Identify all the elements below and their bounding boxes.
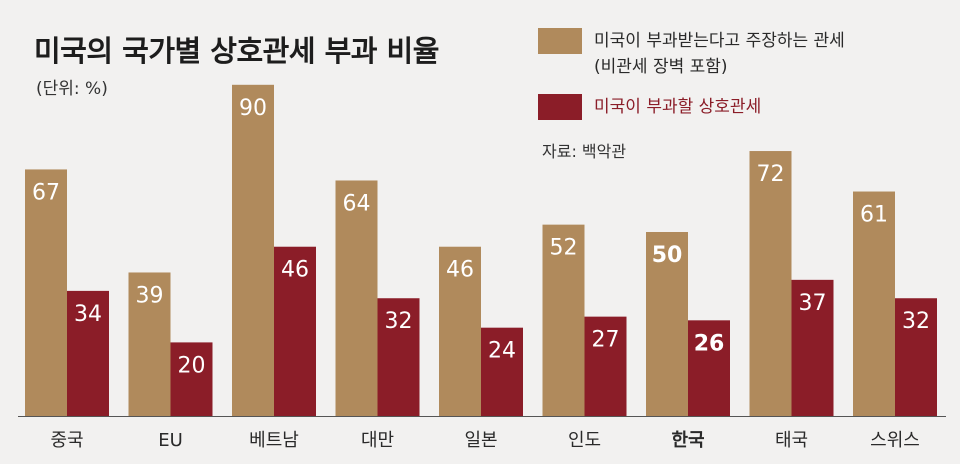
bar-claimed-tariff-4 [439,246,481,416]
legend-label-claimed-tariff: 미국이 부과받는다고 주장하는 관세 [594,31,845,51]
bar-claimed-tariff-2 [232,84,274,417]
bar-claimed-tariff-7 [749,151,792,417]
bar-reciprocal-tariff-1 [170,342,213,416]
source-note: 자료: 백악관 [542,142,627,161]
data-label-reciprocal-tariff-6: 26 [694,331,725,356]
data-label-claimed-tariff-6: 50 [652,243,683,268]
data-label-reciprocal-tariff-0: 34 [74,302,102,327]
data-label-reciprocal-tariff-7: 37 [799,291,827,316]
data-label-reciprocal-tariff-2: 46 [281,258,309,283]
data-label-claimed-tariff-7: 72 [757,162,785,187]
bar-reciprocal-tariff-0 [67,290,109,416]
category-label-5: 인도 [568,430,601,451]
data-label-reciprocal-tariff-8: 32 [902,309,930,334]
data-label-reciprocal-tariff-5: 27 [592,328,620,353]
bar-reciprocal-tariff-6 [688,320,730,416]
category-label-0: 중국 [50,430,83,451]
bar-claimed-tariff-8 [853,191,895,416]
bar-reciprocal-tariff-2 [274,246,316,416]
data-label-reciprocal-tariff-3: 32 [385,309,413,334]
category-label-1: EU [158,430,183,451]
bar-claimed-tariff-1 [128,272,171,416]
data-label-claimed-tariff-8: 61 [860,203,888,228]
category-label-8: 스위스 [870,430,920,451]
data-label-claimed-tariff-4: 46 [446,258,474,283]
legend-label-reciprocal-tariff: 미국이 부과할 상호관세 [594,97,762,117]
bar-reciprocal-tariff-8 [895,298,937,416]
bar-claimed-tariff-0 [25,169,67,416]
data-label-reciprocal-tariff-4: 24 [488,339,516,364]
bar-claimed-tariff-3 [335,180,378,416]
data-label-claimed-tariff-5: 52 [550,236,578,261]
bar-claimed-tariff-5 [542,224,585,416]
data-label-claimed-tariff-1: 39 [136,283,164,308]
legend-swatch-claimed-tariff [538,28,582,54]
legend-sublabel-claimed-tariff: (비관세 장벽 포함) [594,57,728,77]
bar-reciprocal-tariff-3 [377,298,420,416]
data-label-claimed-tariff-0: 67 [32,180,60,205]
bar-reciprocal-tariff-4 [481,327,523,416]
category-label-2: 베트남 [249,430,299,451]
data-label-claimed-tariff-2: 90 [239,96,267,121]
category-label-4: 일본 [464,430,497,451]
chart-title: 미국의 국가별 상호관세 부과 비율 [34,34,439,68]
bar-reciprocal-tariff-7 [791,279,834,416]
category-label-7: 태국 [775,430,808,451]
unit-label: (단위: %) [36,79,108,99]
data-label-claimed-tariff-3: 64 [343,191,371,216]
legend-swatch-reciprocal-tariff [538,94,582,120]
category-label-6: 한국 [671,430,704,451]
category-label-3: 대만 [361,430,394,451]
bar-claimed-tariff-6 [646,232,688,416]
data-label-reciprocal-tariff-1: 20 [178,353,206,378]
bar-reciprocal-tariff-5 [584,316,627,416]
